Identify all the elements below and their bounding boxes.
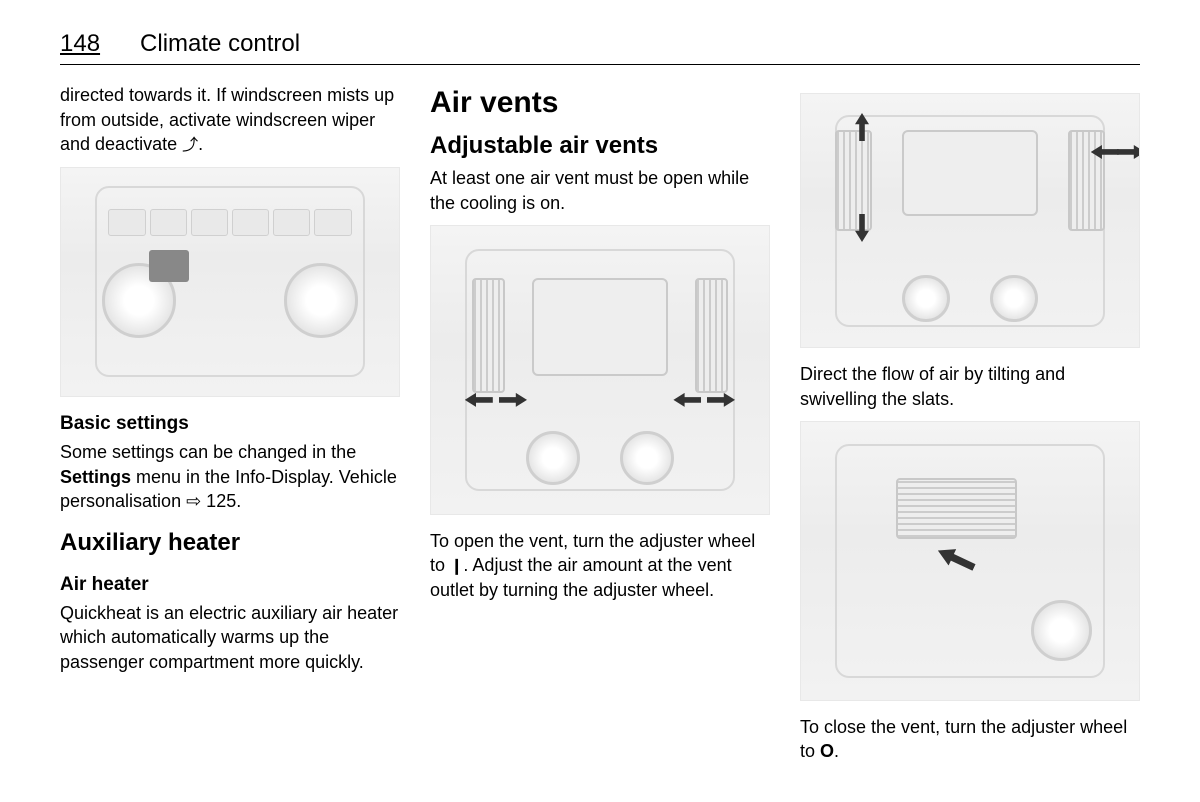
settings-menu-name: Settings xyxy=(60,467,131,487)
open-vent-text-2: . Adjust the air amount at the vent outl… xyxy=(430,555,732,600)
column-2: Air vents Adjustable air vents At least … xyxy=(430,83,770,771)
basic-settings-heading: Basic settings xyxy=(60,411,400,437)
basic-settings-text-3: . xyxy=(236,491,241,511)
auxiliary-heater-heading: Auxiliary heater xyxy=(60,527,400,559)
basic-settings-text-1: Some settings can be changed in the xyxy=(60,442,356,462)
close-vent-paragraph: To close the vent, turn the adjuster whe… xyxy=(800,715,1140,764)
open-vent-paragraph: To open the vent, turn the adjuster whee… xyxy=(430,529,770,602)
left-adjust-arrow-right xyxy=(499,393,527,407)
cross-reference-125: ⇨ 125 xyxy=(186,491,236,511)
right-adjust-arrow-right xyxy=(707,393,735,407)
column-3: Direct the flow of air by tilting and sw… xyxy=(800,83,1140,771)
upper-lower-right-dial xyxy=(990,275,1037,322)
windscreen-text-1: directed towards it. If windscreen mists… xyxy=(60,85,394,154)
side-door-vent xyxy=(896,478,1018,539)
content-columns: directed towards it. If windscreen mists… xyxy=(60,83,1140,771)
recirculation-button-highlight xyxy=(149,250,190,282)
infotainment-screen xyxy=(532,278,667,376)
recirculation-icon: ⤴ xyxy=(182,137,198,154)
figure-climate-control-panel xyxy=(60,167,400,397)
windscreen-paragraph: directed towards it. If windscreen mists… xyxy=(60,83,400,156)
right-adjust-arrow-left xyxy=(673,393,701,407)
side-vent-close-arrow xyxy=(934,542,978,575)
lower-right-dial xyxy=(620,431,674,485)
figure-upper-dashboard-vents xyxy=(800,93,1140,348)
chapter-title: Climate control xyxy=(140,28,300,60)
upper-right-vent xyxy=(1068,130,1105,231)
figure-center-console-vents xyxy=(430,225,770,515)
center-left-vent xyxy=(472,278,506,393)
upper-left-vent xyxy=(835,130,872,231)
figure-side-door-vent xyxy=(800,421,1140,701)
direct-flow-paragraph: Direct the flow of air by tilting and sw… xyxy=(800,362,1140,411)
right-temperature-dial xyxy=(284,263,358,337)
upper-lower-left-dial xyxy=(902,275,949,322)
center-right-vent xyxy=(695,278,729,393)
upper-infotainment-screen xyxy=(902,130,1037,216)
button-row xyxy=(108,209,351,236)
adjustable-air-vents-heading: Adjustable air vents xyxy=(430,130,770,162)
door-control-dial xyxy=(1031,600,1092,661)
page-number: 148 xyxy=(60,28,100,60)
air-heater-paragraph: Quickheat is an electric auxiliary air h… xyxy=(60,601,400,674)
column-1: directed towards it. If windscreen mists… xyxy=(60,83,400,771)
lower-left-dial xyxy=(526,431,580,485)
left-adjust-arrow-left xyxy=(465,393,493,407)
page-header: 148 Climate control xyxy=(60,28,1140,65)
close-vent-text-2: . xyxy=(834,741,839,761)
basic-settings-paragraph: Some settings can be changed in the Sett… xyxy=(60,440,400,513)
close-vent-text-1: To close the vent, turn the adjuster whe… xyxy=(800,717,1127,761)
adjustable-intro-paragraph: At least one air vent must be open while… xyxy=(430,166,770,215)
air-vents-heading: Air vents xyxy=(430,83,770,124)
right-swivel-arrow-right xyxy=(1117,145,1140,159)
vent-close-symbol: O xyxy=(820,741,834,761)
air-heater-heading: Air heater xyxy=(60,572,400,598)
windscreen-text-2: . xyxy=(198,134,203,154)
vent-open-symbol: ❙ xyxy=(450,558,463,575)
